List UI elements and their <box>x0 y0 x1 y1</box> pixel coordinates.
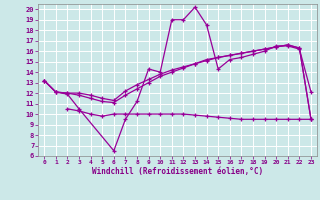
X-axis label: Windchill (Refroidissement éolien,°C): Windchill (Refroidissement éolien,°C) <box>92 167 263 176</box>
